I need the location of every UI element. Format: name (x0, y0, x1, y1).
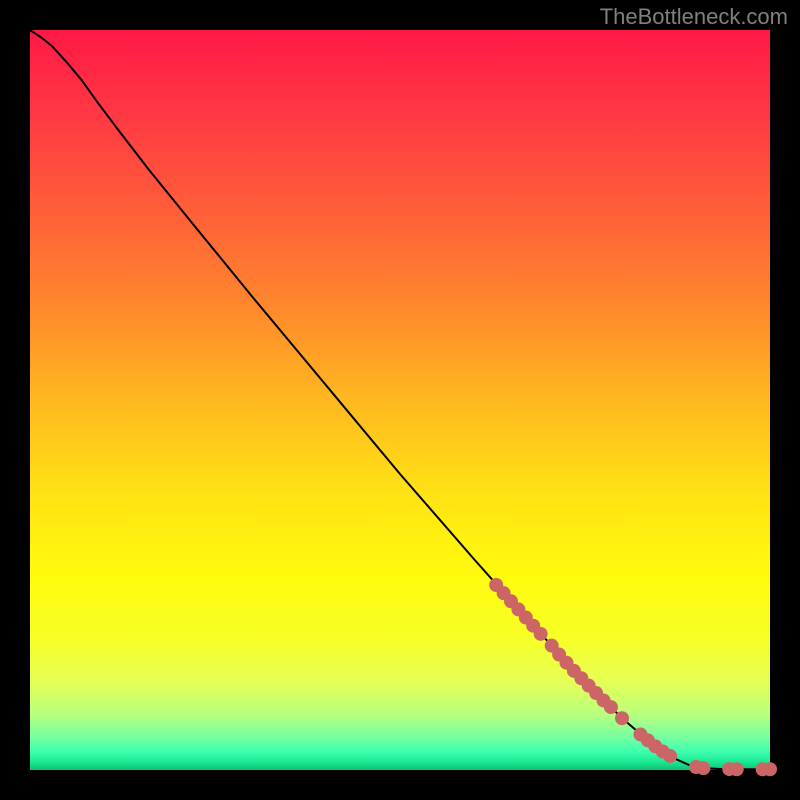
data-marker (604, 700, 618, 714)
data-marker (663, 749, 677, 763)
data-marker (730, 762, 744, 776)
watermark-label: TheBottleneck.com (600, 4, 788, 30)
data-marker (763, 762, 777, 776)
chart-stage: TheBottleneck.com (0, 0, 800, 800)
markers-layer (30, 30, 770, 770)
data-marker (615, 711, 629, 725)
data-marker (534, 627, 548, 641)
plot-area (30, 30, 770, 770)
data-marker (696, 761, 710, 775)
